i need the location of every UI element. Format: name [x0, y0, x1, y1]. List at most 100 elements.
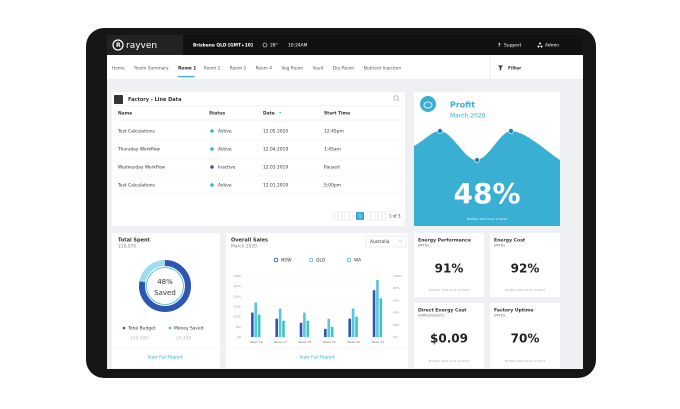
admin-icon — [537, 42, 543, 48]
support-link[interactable]: Support — [504, 43, 522, 49]
status-dot — [210, 183, 214, 187]
kpi-subtitle: (MTD) — [494, 314, 505, 318]
nav-item[interactable]: Room 3 — [230, 66, 247, 72]
brand-name: rayven — [126, 41, 157, 51]
column-header[interactable]: Start Time — [324, 111, 350, 117]
x-tick-label: Week 20 — [347, 340, 360, 344]
first-page[interactable] — [333, 211, 343, 221]
kpi-value: 91% — [435, 262, 464, 276]
nav-item[interactable]: Room 4 — [256, 66, 273, 72]
nav-item[interactable]: Nutrient Injection — [364, 66, 402, 72]
chart-title: Overall Sales — [231, 238, 268, 244]
profit-period: March 2020 — [450, 113, 486, 120]
nav-item[interactable]: Home — [112, 66, 125, 72]
legend-label: Total Budget — [127, 326, 156, 332]
temperature: 28° — [270, 43, 278, 49]
chart-subtitle: March 2020 — [231, 244, 257, 250]
kpi-value: $0.09 — [430, 332, 468, 346]
kpi-card — [490, 233, 560, 297]
table-title: Factory - Line Data — [128, 97, 181, 103]
legend-label[interactable]: WA — [354, 258, 361, 264]
y2-tick-label: 20% — [393, 323, 400, 327]
nav-item[interactable]: Dry Room — [333, 66, 354, 72]
current-page[interactable] — [356, 212, 364, 220]
kpi-modified: Modified: 2019-10-21 12:48:21 — [429, 288, 470, 292]
column-header[interactable]: Status — [209, 111, 225, 117]
kpi-title: Factory Uptime — [494, 308, 534, 314]
profit-area — [414, 131, 560, 226]
bar — [351, 308, 355, 337]
column-header[interactable]: Date — [263, 111, 275, 117]
bar — [348, 318, 351, 337]
donut-arc — [139, 260, 191, 312]
cell-status: Active — [218, 129, 232, 135]
bar — [257, 314, 261, 337]
bar — [330, 326, 334, 337]
profit-title: Profit — [450, 101, 475, 110]
kpi-title: Energy Performance — [418, 238, 471, 244]
cell-status: Active — [218, 183, 232, 189]
bar — [372, 290, 376, 337]
cell-status: Inactive — [218, 165, 236, 171]
legend-label[interactable]: QLD — [316, 258, 326, 264]
last-page[interactable] — [377, 211, 387, 221]
bar — [282, 320, 285, 337]
kpi-title: Energy Cost — [494, 238, 526, 244]
help-icon: ? — [498, 43, 501, 49]
profit-points — [437, 128, 514, 163]
profit-modified: Modified: 2019-10-21 12:48:21 — [467, 217, 508, 221]
nav-items: Home Room Summary Room 1 Room 2 Room 3 Room 4… — [112, 66, 401, 78]
donut-inner — [146, 267, 184, 305]
page-arrows — [337, 214, 383, 218]
kpi-subtitle: (MTD) — [494, 244, 505, 248]
kpi-value: 70% — [511, 332, 540, 346]
y-tick-label: $10k — [234, 315, 242, 319]
kpi-subtitle: (MTD) — [418, 244, 429, 248]
x-tick-label: Week 18 — [298, 340, 311, 344]
bar — [376, 280, 379, 337]
admin-link[interactable]: Admin — [545, 43, 559, 49]
legend-label[interactable]: NSW — [281, 258, 292, 264]
nav-item[interactable]: Room 1 — [178, 66, 196, 72]
cell-name: Thursday Workflow — [117, 147, 160, 153]
x-tick-label: Week 19 — [323, 340, 336, 344]
nav-active-underline — [178, 76, 195, 78]
donut-caption: Saved — [154, 289, 176, 297]
sort-arrow — [279, 112, 282, 114]
filter-button[interactable]: Filter — [508, 66, 522, 72]
location: Brisbane QLD [GMT+10] — [193, 43, 253, 49]
dropdown-arrow — [398, 240, 403, 243]
kpi-cards: Energy Performance(MTD)91%Modified: 2019… — [414, 233, 560, 368]
nav-item[interactable]: Veg Room — [281, 66, 303, 72]
y-tick-label: $20k — [234, 294, 242, 298]
y-tick-label: $5k — [235, 325, 241, 329]
nav-item[interactable]: Room Summary — [134, 66, 169, 72]
kpi-subtitle: (kWh/product) — [418, 314, 444, 318]
search-icon[interactable] — [393, 95, 399, 101]
kpi-card — [490, 303, 560, 368]
total-spent-amount: $18,570 — [118, 244, 136, 250]
nav-item[interactable]: Room 2 — [204, 66, 221, 72]
brand-logo-r: R — [116, 42, 121, 49]
kpi-value: 92% — [511, 262, 540, 276]
column-header[interactable]: Name — [118, 111, 132, 117]
legend-marker — [346, 257, 352, 263]
region-dropdown[interactable] — [365, 235, 407, 248]
time: 10:24AM — [288, 43, 308, 49]
status-dot — [210, 147, 214, 151]
bar — [299, 322, 303, 337]
view-report-link[interactable]: View Full Report — [147, 355, 183, 361]
previous-page[interactable] — [344, 211, 354, 221]
bar — [355, 316, 358, 337]
bar — [327, 318, 331, 337]
bar — [306, 320, 310, 337]
search-icon-handle — [397, 99, 400, 102]
view-report-link[interactable]: View Full Report — [299, 355, 335, 361]
kpi-card — [414, 303, 484, 368]
cell-name: Wednesday Workflow — [118, 165, 165, 171]
status-dot — [210, 165, 214, 169]
data-table: Name Status Date Start Time Test Calculation… — [114, 111, 403, 195]
nav-item[interactable]: Vault — [313, 66, 324, 72]
next-page[interactable] — [366, 211, 376, 221]
cell-name: Test Calculations — [117, 129, 156, 135]
